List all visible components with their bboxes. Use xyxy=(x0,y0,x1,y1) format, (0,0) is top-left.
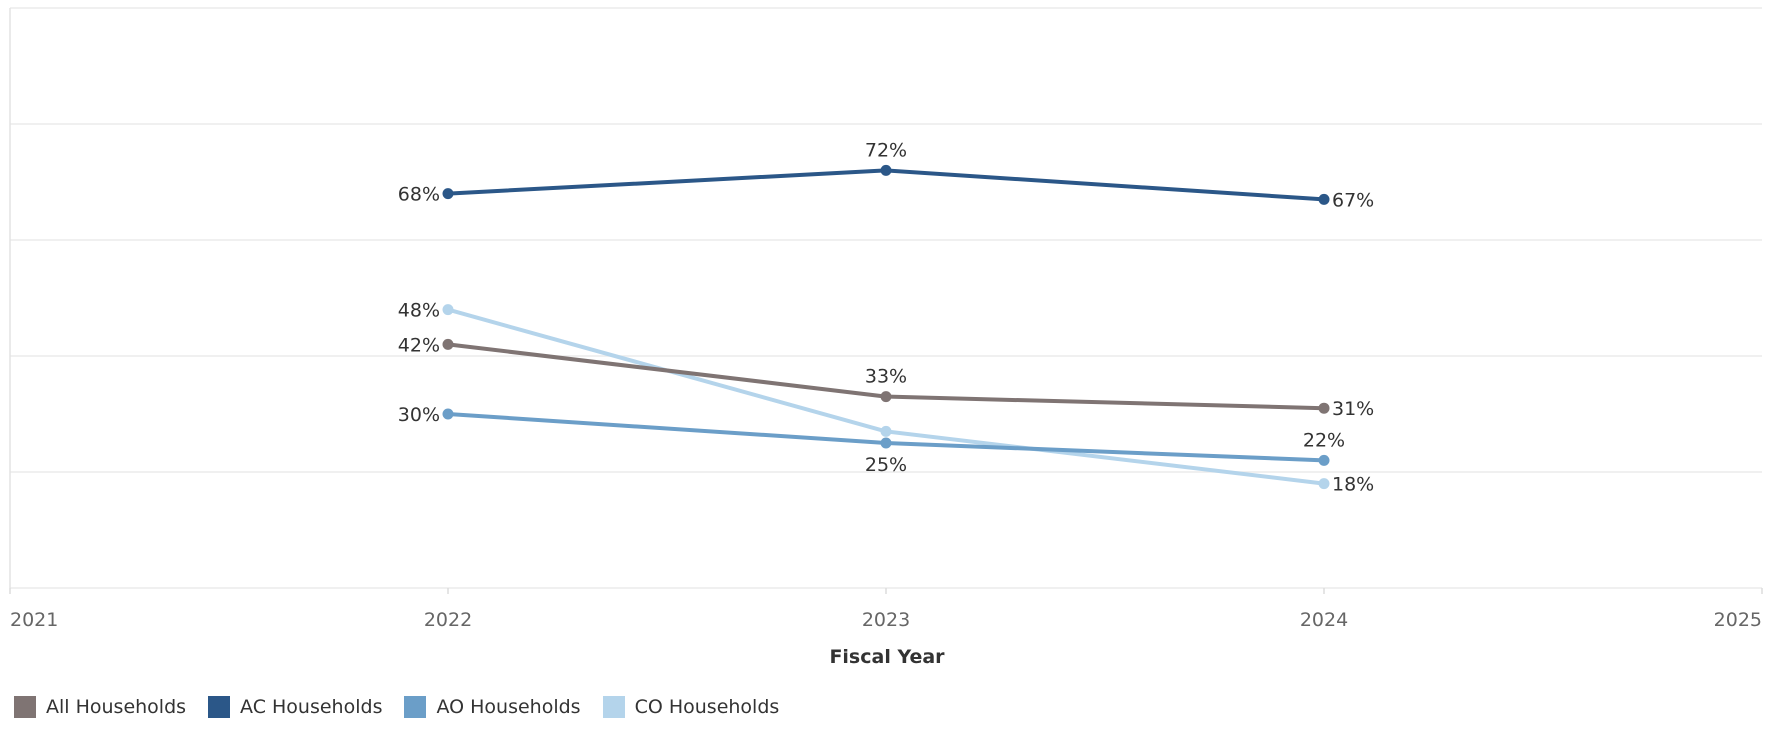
data-point-ac-households xyxy=(1318,193,1330,205)
x-tick-label: 2025 xyxy=(1714,609,1762,631)
gridlines xyxy=(9,7,1762,589)
x-tick-label: 2021 xyxy=(10,609,58,631)
x-axis-title: Fiscal Year xyxy=(829,646,945,668)
data-point-co-households xyxy=(880,425,892,437)
legend-label: All Households xyxy=(46,696,187,718)
data-point-ac-households xyxy=(880,164,892,176)
data-label-ao-households: 30% xyxy=(398,404,440,426)
legend-item-ac-households: AC Households xyxy=(208,696,382,718)
x-axis: 2021 2022 2023 2024 2025 xyxy=(9,588,1763,631)
data-label-ao-households: 25% xyxy=(865,454,907,476)
data-label-all-households: 42% xyxy=(398,334,440,356)
data-point-ao-households xyxy=(1318,454,1330,466)
data-point-co-households xyxy=(442,304,454,316)
data-labels: 68% 72% 67% 48% 18% 42% 33% 31% 30% 25% 22% xyxy=(398,139,1374,495)
legend-swatch xyxy=(208,696,231,718)
legend-swatch xyxy=(602,696,625,718)
legend-label: AO Households xyxy=(436,696,581,718)
x-tick-label: 2023 xyxy=(862,609,910,631)
data-point-all-households xyxy=(442,338,454,350)
x-tick-label: 2024 xyxy=(1300,609,1348,631)
legend-item-all-households: All Households xyxy=(14,696,186,718)
data-label-all-households: 31% xyxy=(1332,398,1374,420)
legend: All Households AC Households AO Households… xyxy=(14,696,779,718)
legend-label: AC Households xyxy=(240,696,383,718)
legend-item-co-households: CO Households xyxy=(602,696,780,718)
data-label-ac-households: 68% xyxy=(398,184,440,206)
data-point-ao-households xyxy=(880,437,892,449)
data-label-ac-households: 72% xyxy=(865,139,907,161)
line-chart: 2021 2022 2023 2024 2025 68% 72% 67% 48% 18% 42% 3… xyxy=(9,7,1763,668)
data-label-ao-households: 22% xyxy=(1303,429,1345,451)
data-label-co-households: 18% xyxy=(1332,474,1374,496)
legend-swatch xyxy=(14,696,36,718)
legend-item-ao-households: AO Households xyxy=(404,696,581,718)
data-point-ao-households xyxy=(442,408,454,420)
legend-label: CO Households xyxy=(634,696,780,718)
data-point-all-households xyxy=(880,391,892,403)
data-label-ac-households: 67% xyxy=(1332,189,1374,211)
data-point-ac-households xyxy=(442,188,454,200)
legend-swatch xyxy=(404,696,427,718)
data-point-all-households xyxy=(1318,402,1330,414)
data-label-all-households: 33% xyxy=(865,366,907,388)
x-tick-label: 2022 xyxy=(424,609,472,631)
data-point-co-households xyxy=(1318,478,1330,490)
series-lines xyxy=(442,164,1330,490)
data-label-co-households: 48% xyxy=(398,300,440,322)
